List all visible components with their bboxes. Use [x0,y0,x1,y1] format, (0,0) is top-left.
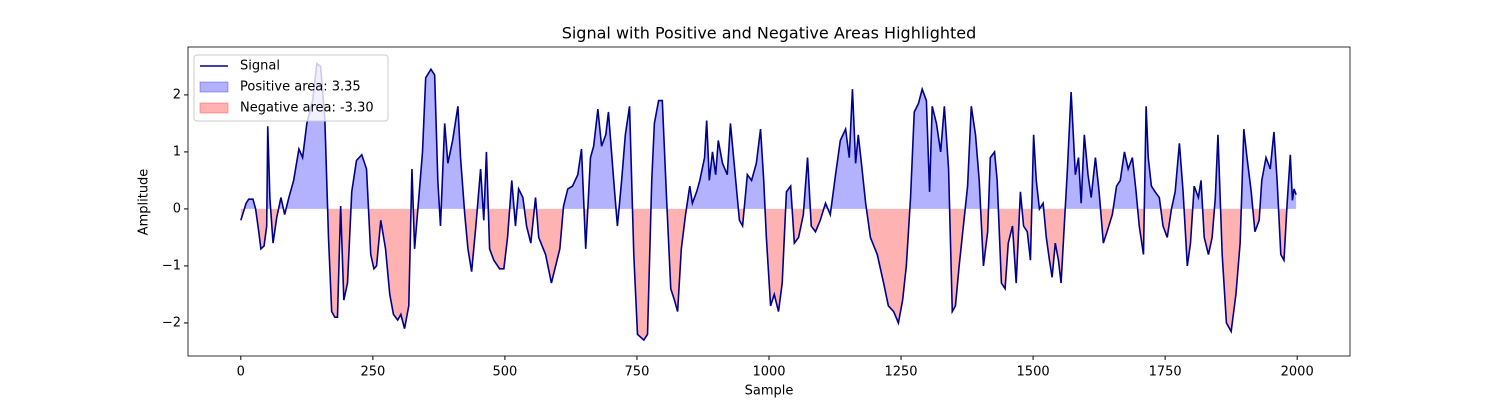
y-axis-title: Amplitude [137,169,152,236]
x-tick-label: 1250 [884,365,917,380]
x-axis-title: Sample [745,384,794,399]
y-tick-label: −1 [162,258,181,273]
legend-label: Negative area: -3.30 [240,101,374,116]
negative-fill [240,208,1287,341]
x-tick-label: 750 [625,365,650,380]
x-tick-label: 250 [360,365,385,380]
signal-line [240,62,1297,342]
x-tick-label: 0 [237,365,245,380]
x-tick-label: 1000 [752,365,785,380]
legend-label: Signal [240,59,280,74]
positive-fill [244,63,1297,209]
y-tick-label: −2 [162,315,181,330]
x-tick-label: 2000 [1281,365,1314,380]
legend-swatch [199,102,229,114]
legend-label: Positive area: 3.35 [240,80,361,95]
legend-swatch [199,81,229,93]
x-tick-label: 500 [492,365,517,380]
legend-box [193,54,389,122]
y-tick-label: 1 [173,144,181,159]
x-tick-label: 1750 [1149,365,1182,380]
chart-title: Signal with Positive and Negative Areas … [562,24,977,43]
y-tick-label: 0 [173,201,181,216]
x-tick-label: 1500 [1017,365,1050,380]
y-tick-label: 2 [173,87,181,102]
